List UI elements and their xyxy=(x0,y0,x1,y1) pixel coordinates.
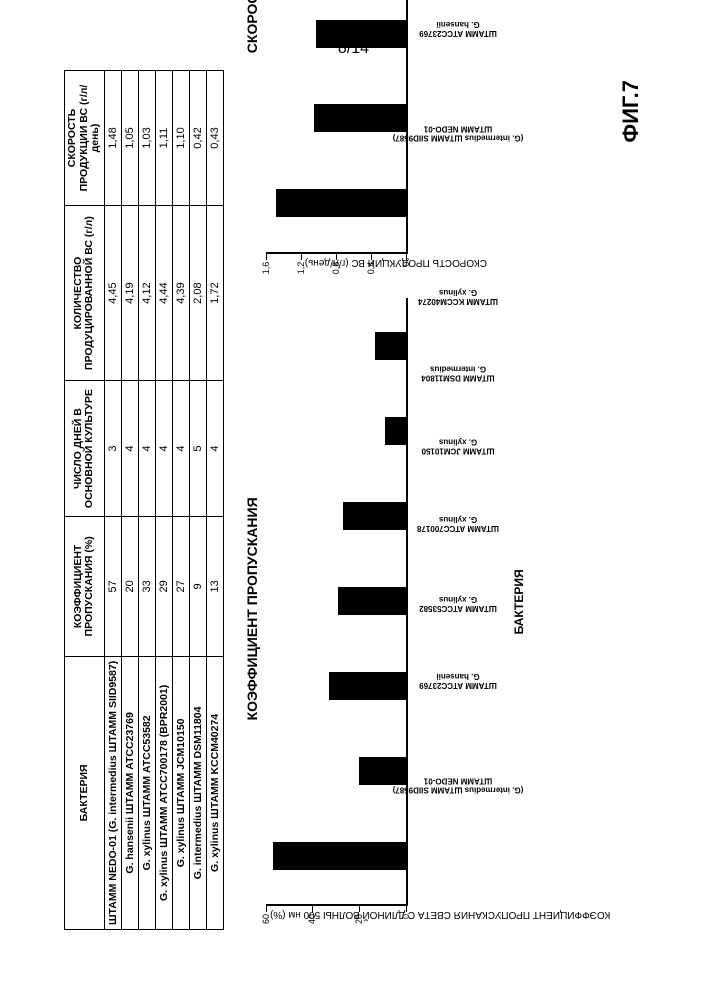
table-cell: 1,10 xyxy=(172,71,189,206)
table-cell: 5 xyxy=(189,381,206,517)
chart-transmittance: КОЭФФИЦИЕНТ ПРОПУСКАНИЯ КОЭФФИЦИЕНТ ПРОП… xyxy=(243,298,613,920)
th-transmittance: КОЭФФИЦИЕНТ ПРОПУСКАНИЯ (%) xyxy=(64,516,104,656)
bar xyxy=(342,502,405,530)
table-cell: G. xylinus ШТАММ ATCC700178 (BPR2001) xyxy=(155,656,172,929)
chart-left-xlabels: (G. intermedius ШТАММ SIID9587)ШТАММ NED… xyxy=(407,298,507,906)
category-label: ШТАММ KCCM40274G. xylinus xyxy=(417,288,497,388)
table-row: G. xylinus ШТАММ ATCC700178 (BPR2001)294… xyxy=(155,71,172,930)
th-rate: СКОРОСТЬ ПРОДУКЦИИ ВС (г/л/день) xyxy=(64,71,104,206)
bar xyxy=(272,842,405,870)
th-amount: КОЛИЧЕСТВО ПРОДУЦИРОВАННОЙ ВС (г/л) xyxy=(64,206,104,381)
table-cell: 4 xyxy=(138,381,155,517)
axis-tick: 1,2 xyxy=(300,252,301,260)
table-cell: 27 xyxy=(172,516,189,656)
chart-left-title: КОЭФФИЦИЕНТ ПРОПУСКАНИЯ xyxy=(243,298,259,920)
bar xyxy=(313,104,405,132)
category-label: (G. intermedius ШТАММ SIID9587)ШТАММ NED… xyxy=(392,124,523,224)
table-cell: 1,48 xyxy=(104,71,121,206)
axis-tick: 0,4 xyxy=(370,252,371,260)
table-row: G. xylinus ШТАММ ATCC535823344,121,03 xyxy=(138,71,155,930)
page: 8/14 БАКТЕРИЯ КОЭФФИЦИЕНТ ПРОПУСКАНИЯ (%… xyxy=(0,0,707,1000)
bar xyxy=(337,587,405,615)
table-row: G. xylinus ШТАММ KCCM402741341,720,43 xyxy=(206,71,223,930)
th-days: ЧИСЛО ДНЕЙ В ОСНОВНОЙ КУЛЬТУРЕ xyxy=(64,381,104,517)
table-cell: 9 xyxy=(189,516,206,656)
table-cell: 29 xyxy=(155,516,172,656)
table-cell: 0,42 xyxy=(189,71,206,206)
bar xyxy=(315,20,405,48)
table-cell: ШТАММ NEDO-01 (G. intermedius ШТАММ SIID… xyxy=(104,656,121,929)
axis-tick: 1,6 xyxy=(265,252,266,260)
axis-tick: 0 xyxy=(405,252,406,260)
table-cell: 1,72 xyxy=(206,206,223,381)
table-cell: G. xylinus ШТАММ JCM10150 xyxy=(172,656,189,929)
table-cell: 4 xyxy=(155,381,172,517)
table-cell: 1,03 xyxy=(138,71,155,206)
bar xyxy=(384,417,405,445)
axis-tick: 60 xyxy=(265,904,266,912)
table-cell: G. xylinus ШТАММ KCCM40274 xyxy=(206,656,223,929)
table-cell: 33 xyxy=(138,516,155,656)
table-cell: G. xylinus ШТАММ ATCC53582 xyxy=(138,656,155,929)
table-row: G. hansenii ШТАММ ATCC237692044,191,05 xyxy=(121,71,138,930)
table-cell: 3 xyxy=(104,381,121,517)
data-table: БАКТЕРИЯ КОЭФФИЦИЕНТ ПРОПУСКАНИЯ (%) ЧИС… xyxy=(64,70,224,930)
axis-tick: 0,8 xyxy=(335,252,336,260)
table-cell: G. intermedius ШТАММ DSM11804 xyxy=(189,656,206,929)
chart-left-plot: 0204060 xyxy=(265,298,407,906)
figure-landscape: БАКТЕРИЯ КОЭФФИЦИЕНТ ПРОПУСКАНИЯ (%) ЧИС… xyxy=(54,60,654,940)
chart-rate: СКОРОСТЬ ПРОДУКЦИИ ВС СКОРОСТЬ ПРОДУКЦИИ… xyxy=(243,0,613,268)
table-cell: 4,39 xyxy=(172,206,189,381)
table-row: G. xylinus ШТАММ JCM101502744,391,10 xyxy=(172,71,189,930)
th-bacteria: БАКТЕРИЯ xyxy=(64,656,104,929)
table-cell: 4 xyxy=(172,381,189,517)
table-cell: 0,43 xyxy=(206,71,223,206)
bar xyxy=(328,672,405,700)
table-cell: 4,12 xyxy=(138,206,155,381)
chart-right-xlabels: (G. intermedius ШТАММ SIID9587)ШТАММ NED… xyxy=(407,0,507,254)
charts-row: КОЭФФИЦИЕНТ ПРОПУСКАНИЯ КОЭФФИЦИЕНТ ПРОП… xyxy=(243,80,613,920)
table-body: ШТАММ NEDO-01 (G. intermedius ШТАММ SIID… xyxy=(104,71,223,930)
table-cell: G. hansenii ШТАММ ATCC23769 xyxy=(121,656,138,929)
table-cell: 4,44 xyxy=(155,206,172,381)
bar xyxy=(276,189,406,217)
bar xyxy=(375,332,405,360)
table-cell: 4,45 xyxy=(104,206,121,381)
chart-right-title: СКОРОСТЬ ПРОДУКЦИИ ВС xyxy=(243,0,259,268)
axis-tick: 40 xyxy=(312,904,313,912)
table-cell: 1,05 xyxy=(121,71,138,206)
table-cell: 2,08 xyxy=(189,206,206,381)
axis-tick: 20 xyxy=(358,904,359,912)
table-row: G. intermedius ШТАММ DSM11804952,080,42 xyxy=(189,71,206,930)
table-cell: 4 xyxy=(206,381,223,517)
chart-right-plot: 00,40,81,21,6 xyxy=(265,0,407,254)
table-cell: 20 xyxy=(121,516,138,656)
table-cell: 1,11 xyxy=(155,71,172,206)
table-cell: 57 xyxy=(104,516,121,656)
axis-tick: 0 xyxy=(405,904,406,912)
table-cell: 4 xyxy=(121,381,138,517)
category-label: ШТАММ ATCC53582G. xylinus xyxy=(418,0,496,43)
table-row: ШТАММ NEDO-01 (G. intermedius ШТАММ SIID… xyxy=(104,71,121,930)
table-cell: 4,19 xyxy=(121,206,138,381)
category-label: (G. intermedius ШТАММ SIID9587)ШТАММ NED… xyxy=(392,777,523,877)
chart-left-ylabel: КОЭФФИЦИЕНТ ПРОПУСКАНИЯ СВЕТА С ДЛИНОЙ В… xyxy=(265,906,613,920)
figure-label: ФИГ.7 xyxy=(618,80,644,143)
table-cell: 13 xyxy=(206,516,223,656)
